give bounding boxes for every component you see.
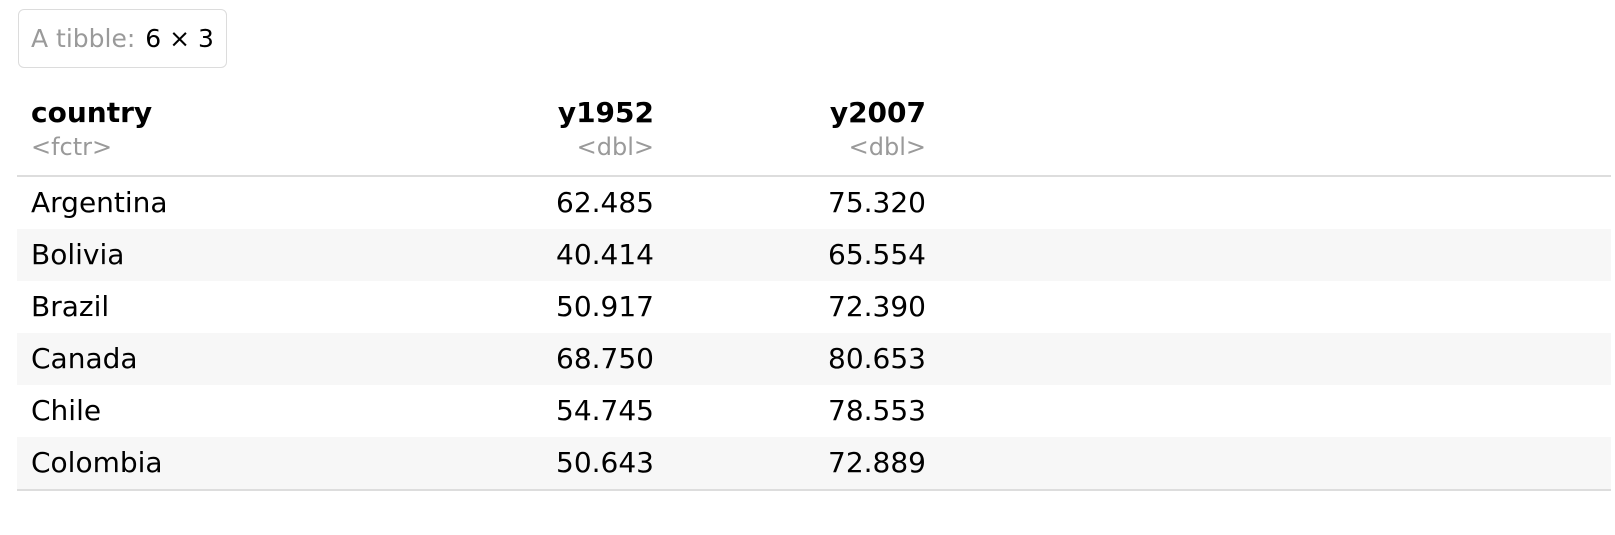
cell-y2007: 72.390 <box>828 290 926 323</box>
cell-y1952: 50.917 <box>556 290 654 323</box>
column-type: <dbl> <box>848 133 926 161</box>
table-body: Argentina 62.485 75.320 Bolivia 40.414 6… <box>17 177 1611 491</box>
cell-country: Bolivia <box>31 238 125 271</box>
cell-country: Argentina <box>31 186 168 219</box>
column-type: <fctr> <box>31 133 113 161</box>
column-header-country: country <fctr> <box>31 95 152 163</box>
tibble-table: country <fctr> y1952 <dbl> y2007 <dbl> A… <box>17 95 1611 491</box>
cell-y2007: 72.889 <box>828 446 926 479</box>
cell-y2007: 80.653 <box>828 342 926 375</box>
table-row: Canada 68.750 80.653 <box>17 333 1611 385</box>
cell-y1952: 68.750 <box>556 342 654 375</box>
cell-y1952: 50.643 <box>556 446 654 479</box>
cell-y2007: 65.554 <box>828 238 926 271</box>
column-header-y2007: y2007 <dbl> <box>830 95 926 163</box>
cell-country: Canada <box>31 342 138 375</box>
column-type: <dbl> <box>576 133 654 161</box>
table-row: Brazil 50.917 72.390 <box>17 281 1611 333</box>
cell-y1952: 54.745 <box>556 394 654 427</box>
cell-y1952: 40.414 <box>556 238 654 271</box>
cell-y2007: 75.320 <box>828 186 926 219</box>
column-header-y1952: y1952 <dbl> <box>558 95 654 163</box>
column-name: y2007 <box>829 96 926 129</box>
tibble-dimensions-badge: A tibble: 6 × 3 <box>18 9 227 68</box>
cell-country: Colombia <box>31 446 163 479</box>
table-header: country <fctr> y1952 <dbl> y2007 <dbl> <box>17 95 1611 177</box>
cell-y2007: 78.553 <box>828 394 926 427</box>
cell-y1952: 62.485 <box>556 186 654 219</box>
column-name: country <box>31 96 153 129</box>
tibble-dims: 6 × 3 <box>145 24 214 53</box>
column-name: y1952 <box>557 96 654 129</box>
table-row: Chile 54.745 78.553 <box>17 385 1611 437</box>
tibble-label: A tibble: <box>31 24 136 53</box>
table-row: Colombia 50.643 72.889 <box>17 437 1611 491</box>
cell-country: Brazil <box>31 290 110 323</box>
cell-country: Chile <box>31 394 102 427</box>
table-row: Argentina 62.485 75.320 <box>17 177 1611 229</box>
table-row: Bolivia 40.414 65.554 <box>17 229 1611 281</box>
